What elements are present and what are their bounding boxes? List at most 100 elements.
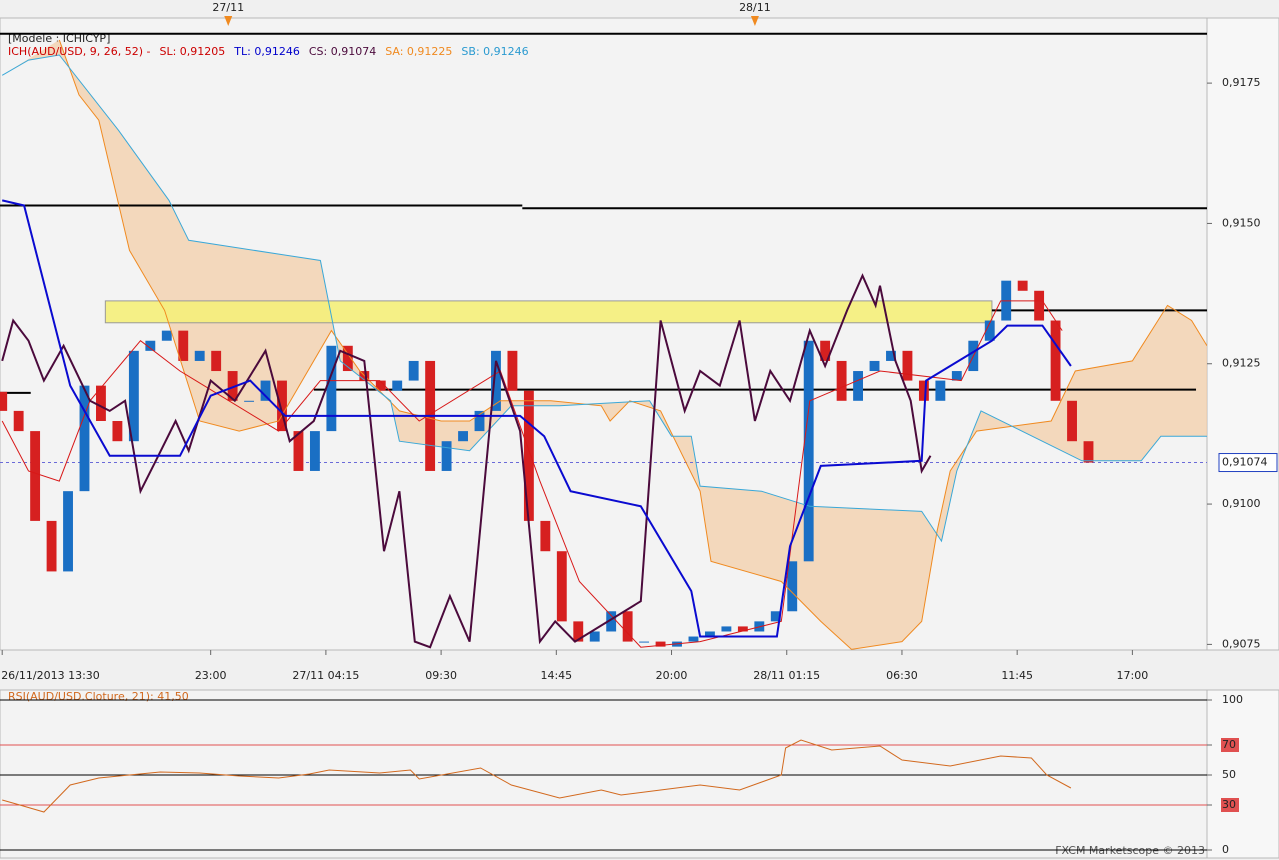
- date-marker-label: 27/11: [212, 1, 244, 14]
- x-tick-label: 06:30: [886, 669, 918, 682]
- x-tick-label: 28/11 01:15: [753, 669, 820, 682]
- candle-body: [704, 631, 715, 637]
- candle-body: [836, 360, 847, 401]
- candle-body: [491, 350, 501, 411]
- indicator-line: [1, 199, 1072, 638]
- candle-body: [803, 340, 814, 562]
- candle-body: [161, 330, 172, 341]
- candle-body: [375, 380, 386, 391]
- price-plot: [0, 32, 1207, 650]
- candle-body: [573, 621, 584, 642]
- legend-entry: ICH(AUD/USD, 9, 26, 52) -: [8, 45, 151, 58]
- indicator-line: [1, 273, 932, 649]
- candle-body: [639, 641, 650, 643]
- candle-body: [458, 431, 468, 442]
- candle-body: [227, 371, 238, 401]
- y-tick-label: 0,9075: [1222, 637, 1261, 650]
- candle-body: [589, 631, 600, 642]
- candle-body: [1067, 400, 1077, 442]
- candle-body: [96, 385, 106, 421]
- indicator-line: [1, 54, 1207, 543]
- candle-body: [277, 380, 287, 432]
- candle-body: [523, 390, 534, 521]
- candle-body: [342, 345, 353, 372]
- tick-label-bg: [1221, 798, 1239, 812]
- candle-body: [1017, 280, 1028, 291]
- overlay: 0,9175 0,9150 0,9125 0,9100 0,9075 26/11/2013…: [1, 1, 1278, 682]
- candle-body: [112, 420, 123, 442]
- date-marker-label: 28/11: [739, 1, 771, 14]
- candle-body: [918, 380, 929, 401]
- candle-body: [1034, 290, 1045, 321]
- candle-body: [13, 410, 24, 432]
- x-tick-label: 26/11/2013 13:30: [1, 669, 100, 682]
- legend-entry: CS: 0,91074: [309, 45, 376, 58]
- candle-body: [128, 350, 139, 442]
- x-tick-label: 27/11 04:15: [292, 669, 359, 682]
- legend-entry: SB: 0,91246: [461, 45, 528, 58]
- candle-body: [655, 641, 666, 647]
- candle-body: [886, 350, 896, 361]
- candle-body: [1083, 441, 1094, 463]
- rsi-line: [2, 739, 1072, 813]
- zone: [104, 300, 993, 324]
- candle-body: [869, 360, 880, 372]
- x-tick-label: 09:30: [425, 669, 457, 682]
- candle-body: [1050, 320, 1061, 401]
- candle-body: [951, 371, 962, 381]
- x-tick-label: 17:00: [1117, 669, 1149, 682]
- indicator-line: [58, 39, 1207, 650]
- price-axis-panel: [1206, 17, 1279, 651]
- candle-body: [408, 360, 419, 381]
- y-tick-label: 0,9175: [1222, 76, 1261, 89]
- candle-body: [507, 350, 518, 391]
- candle-body: [63, 491, 73, 572]
- candle-body: [556, 551, 567, 622]
- candle-body: [392, 380, 403, 391]
- candle-body: [622, 611, 633, 642]
- x-tick-label: 20:00: [656, 669, 688, 682]
- candle-body: [853, 371, 864, 401]
- y-tick-label: 0,9100: [1222, 497, 1261, 510]
- candle-body: [178, 330, 189, 361]
- rsi-axis-panel: [1206, 689, 1279, 859]
- candle-body: [984, 320, 995, 341]
- candle-body: [441, 441, 452, 471]
- candle-body: [326, 345, 337, 432]
- candle-body: [30, 431, 41, 521]
- candle-body: [145, 340, 156, 351]
- candle-body: [770, 611, 781, 622]
- candle-body: [79, 385, 90, 492]
- date-marker: [224, 16, 233, 26]
- y-tick-label: 30: [1222, 798, 1236, 811]
- candle-body: [260, 380, 271, 401]
- rsi-title: RSI(AUD/USD.Cloture, 21): 41,50: [8, 690, 189, 703]
- last-price-box: [1218, 453, 1278, 473]
- candle-body: [688, 636, 699, 642]
- x-tick-label: 23:00: [195, 669, 227, 682]
- candle-body: [293, 431, 304, 471]
- candle-body: [721, 626, 732, 632]
- y-tick-label: 0,9150: [1222, 216, 1261, 229]
- candle-body: [211, 350, 222, 372]
- date-marker: [750, 16, 759, 26]
- indicator-line: [1, 300, 1063, 648]
- candle-body: [935, 380, 946, 401]
- candle-body: [737, 626, 748, 632]
- x-tick-label: 14:45: [540, 669, 572, 682]
- candle-body: [787, 561, 798, 612]
- y-tick-label: 70: [1222, 738, 1236, 751]
- candle-body: [902, 350, 913, 381]
- legend-entry: SL: 0,91205: [159, 45, 225, 58]
- rsi-panel: [0, 689, 1208, 859]
- candle-body: [0, 391, 8, 411]
- candle-body: [194, 350, 205, 361]
- candle-body: [820, 340, 831, 361]
- y-tick-label: 0,9125: [1222, 357, 1261, 370]
- last-price-label: 0,91074: [1222, 456, 1268, 469]
- candle-body: [244, 400, 255, 402]
- tick-label-bg: [1221, 738, 1239, 752]
- cloud: [2, 39, 1207, 650]
- candle-body: [46, 520, 57, 572]
